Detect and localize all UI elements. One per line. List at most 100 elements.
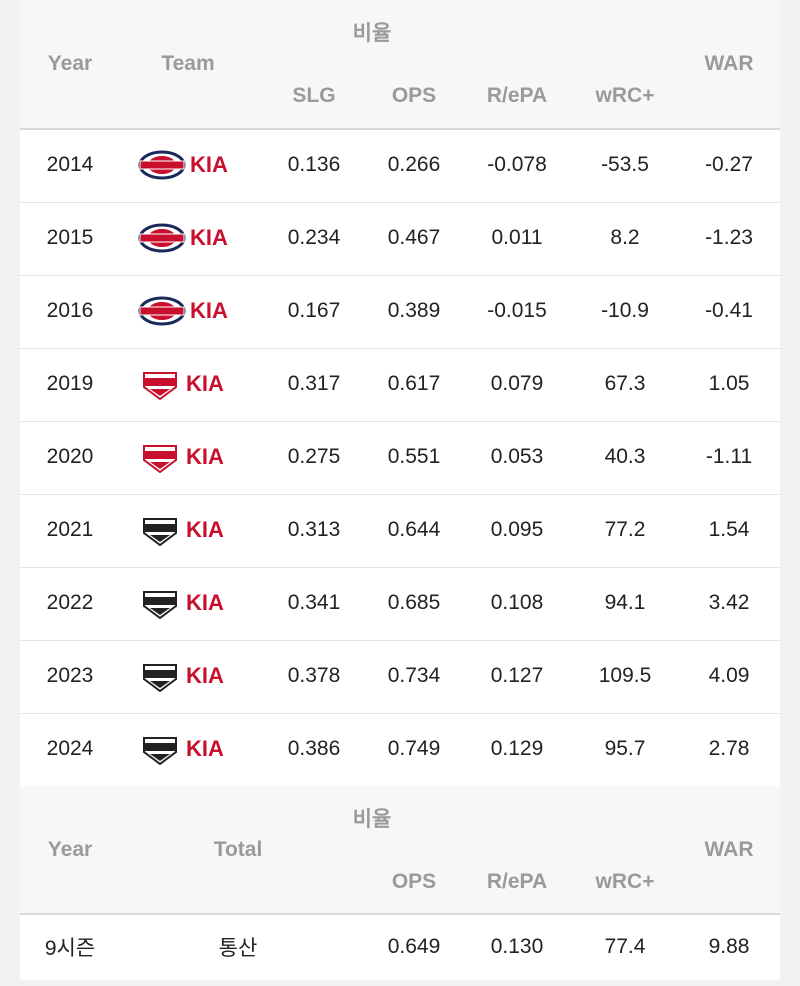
cell: 0.079 xyxy=(490,372,544,395)
cell: -1.23 xyxy=(705,226,753,249)
cell: 0.266 xyxy=(387,153,441,176)
cell: 2021 xyxy=(46,518,94,541)
cell: 40.3 xyxy=(604,445,646,468)
team-logo xyxy=(140,367,180,406)
cell: 2014 xyxy=(46,153,94,176)
cell: 통산 xyxy=(218,937,258,960)
cell: 77.4 xyxy=(604,935,646,958)
cell: 94.1 xyxy=(604,591,646,614)
team-name: KIA xyxy=(186,444,224,469)
column-header: R/ePA xyxy=(486,870,548,893)
row-divider xyxy=(20,567,780,568)
cell: 8.2 xyxy=(610,226,640,249)
team-name: KIA xyxy=(186,371,224,396)
column-header: WAR xyxy=(704,52,754,75)
cell: 77.2 xyxy=(604,518,646,541)
column-header: SLG xyxy=(292,84,336,107)
team-logo xyxy=(140,513,180,552)
cell: 0.649 xyxy=(387,935,441,958)
column-header: Team xyxy=(161,52,215,75)
cell: 2020 xyxy=(46,445,94,468)
stats-panel: 비율 Year Team SLG OPS R/ePA wRC+ WAR 2014 KIA 0.136… xyxy=(20,0,780,980)
cell: -53.5 xyxy=(601,153,649,176)
team-name: KIA xyxy=(186,663,224,688)
cell: 0.617 xyxy=(387,372,441,395)
cell: 2.78 xyxy=(708,737,750,760)
cell: 0.378 xyxy=(287,664,341,687)
cell: 0.313 xyxy=(287,518,341,541)
cell: 2019 xyxy=(46,372,94,395)
cell: 1.54 xyxy=(708,518,750,541)
team-name: KIA xyxy=(190,298,228,323)
column-header: wRC+ xyxy=(595,870,655,893)
cell: 0.095 xyxy=(490,518,544,541)
cell: 9시즌 xyxy=(44,937,96,960)
cell: 0.129 xyxy=(490,737,544,760)
team-name: KIA xyxy=(186,517,224,542)
cell: 9.88 xyxy=(708,935,750,958)
cell: -0.41 xyxy=(705,299,753,322)
cell: 2024 xyxy=(46,737,94,760)
column-header: R/ePA xyxy=(486,84,548,107)
row-divider xyxy=(20,348,780,349)
team-name: KIA xyxy=(190,225,228,250)
team-logo xyxy=(138,223,186,258)
cell: 2016 xyxy=(46,299,94,322)
cell: 0.011 xyxy=(491,226,543,249)
cell: 0.167 xyxy=(287,299,341,322)
cell: 0.389 xyxy=(387,299,441,322)
cell: -1.11 xyxy=(705,445,753,468)
group-label: 비율 xyxy=(352,22,392,45)
cell: 1.05 xyxy=(708,372,750,395)
column-header: wRC+ xyxy=(595,84,655,107)
cell: 2023 xyxy=(46,664,94,687)
cell: -0.27 xyxy=(705,153,753,176)
cell: 0.136 xyxy=(287,153,341,176)
column-header: Year xyxy=(47,838,93,861)
row-divider xyxy=(20,494,780,495)
team-logo xyxy=(140,659,180,698)
table-header: 비율 Year Team SLG OPS R/ePA wRC+ WAR xyxy=(20,0,780,130)
cell: 2022 xyxy=(46,591,94,614)
column-header: OPS xyxy=(391,870,437,893)
cell: 0.108 xyxy=(490,591,544,614)
column-header: Total xyxy=(213,838,263,861)
cell: -0.078 xyxy=(487,153,547,176)
total-header: 비율 Year Total OPS R/ePA wRC+ WAR xyxy=(20,786,780,915)
cell: 0.341 xyxy=(287,591,341,614)
row-divider xyxy=(20,421,780,422)
cell: 0.467 xyxy=(387,226,441,249)
cell: 0.275 xyxy=(287,445,341,468)
cell: 0.734 xyxy=(387,664,441,687)
cell: 0.130 xyxy=(490,935,544,958)
team-name: KIA xyxy=(186,736,224,761)
team-logo xyxy=(140,440,180,479)
cell: 0.551 xyxy=(387,445,441,468)
cell: 0.127 xyxy=(490,664,544,687)
team-logo xyxy=(140,732,180,771)
cell: -10.9 xyxy=(601,299,649,322)
row-divider xyxy=(20,275,780,276)
group-label: 비율 xyxy=(352,808,392,831)
row-divider xyxy=(20,202,780,203)
row-divider xyxy=(20,713,780,714)
cell: 0.644 xyxy=(387,518,441,541)
column-header: WAR xyxy=(704,838,754,861)
cell: 0.749 xyxy=(387,737,441,760)
cell: 0.317 xyxy=(287,372,341,395)
cell: 0.234 xyxy=(287,226,341,249)
cell: 0.685 xyxy=(387,591,441,614)
cell: 4.09 xyxy=(708,664,750,687)
team-logo xyxy=(140,586,180,625)
column-header: OPS xyxy=(391,84,437,107)
cell: 109.5 xyxy=(598,664,652,687)
column-header: Year xyxy=(47,52,93,75)
team-name: KIA xyxy=(186,590,224,615)
cell: 67.3 xyxy=(604,372,646,395)
cell: 3.42 xyxy=(708,591,750,614)
team-name: KIA xyxy=(190,152,228,177)
cell: 0.386 xyxy=(287,737,341,760)
cell: 0.053 xyxy=(490,445,544,468)
team-logo xyxy=(138,296,186,331)
cell: -0.015 xyxy=(487,299,547,322)
